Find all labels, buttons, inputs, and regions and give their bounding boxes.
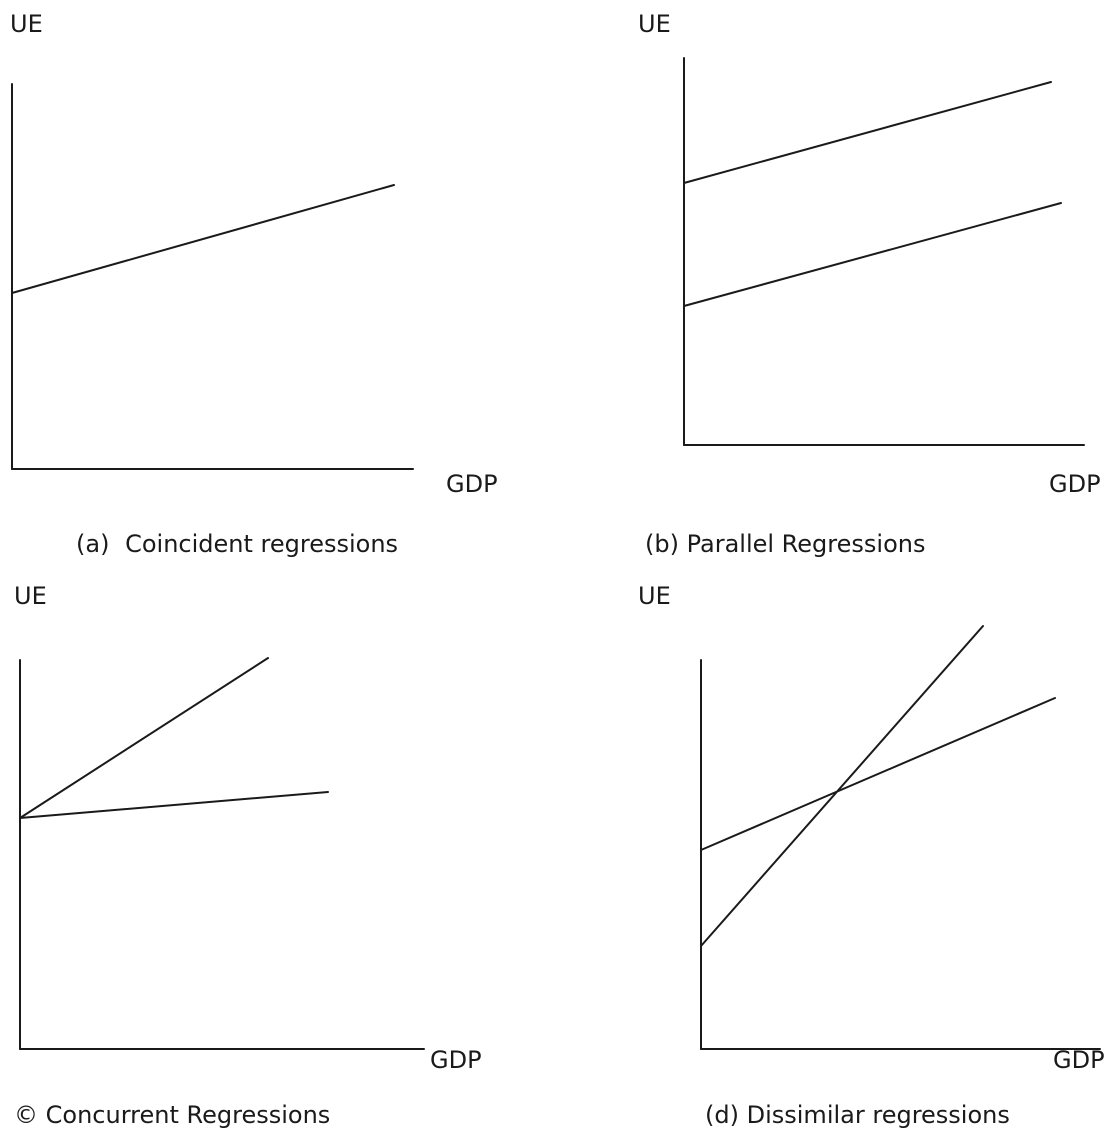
panel-b-x-label: GDP xyxy=(1049,470,1101,498)
panel-c-caption-marker: © xyxy=(14,1101,38,1129)
panel-c-regression-line-flat xyxy=(19,791,329,819)
panel-d-graph xyxy=(700,625,1101,1050)
panel-d-regression-line-flat xyxy=(700,697,1056,851)
panel-d-y-label: UE xyxy=(638,582,671,610)
panel-d-x-label: GDP xyxy=(1053,1046,1105,1074)
panel-c-caption-text: Concurrent Regressions xyxy=(45,1101,331,1129)
panel-a-caption-marker: (a) xyxy=(76,530,110,558)
panel-c-y-label: UE xyxy=(14,582,47,610)
panel-d-caption-marker: (d) xyxy=(705,1101,739,1129)
panel-c-regression-line-steep xyxy=(19,657,269,819)
panel-a-caption: (a) Coincident regressions xyxy=(76,530,398,558)
panel-c-graph xyxy=(19,657,425,1050)
panel-a-regression-line xyxy=(11,184,395,294)
panel-d-caption: (d) Dissimilar regressions xyxy=(705,1101,1010,1129)
panel-b-caption-text: Parallel Regressions xyxy=(686,530,926,558)
panel-b-regression-line-lower xyxy=(683,202,1062,307)
panel-a-graph xyxy=(11,83,414,470)
panel-a-caption-text: Coincident regressions xyxy=(125,530,399,558)
panel-a-y-label: UE xyxy=(10,10,43,38)
panel-b-graph xyxy=(683,57,1085,446)
panel-b-caption: (b) Parallel Regressions xyxy=(645,530,925,558)
panel-d-regression-line-steep xyxy=(700,625,984,947)
panel-b-y-label: UE xyxy=(638,10,671,38)
panel-b-caption-marker: (b) xyxy=(645,530,679,558)
panel-a-x-label: GDP xyxy=(446,470,498,498)
panel-b-regression-line-upper xyxy=(683,81,1052,184)
panel-c-x-label: GDP xyxy=(430,1046,482,1074)
panel-c-caption: © Concurrent Regressions xyxy=(14,1101,330,1129)
panel-d-caption-text: Dissimilar regressions xyxy=(746,1101,1010,1129)
